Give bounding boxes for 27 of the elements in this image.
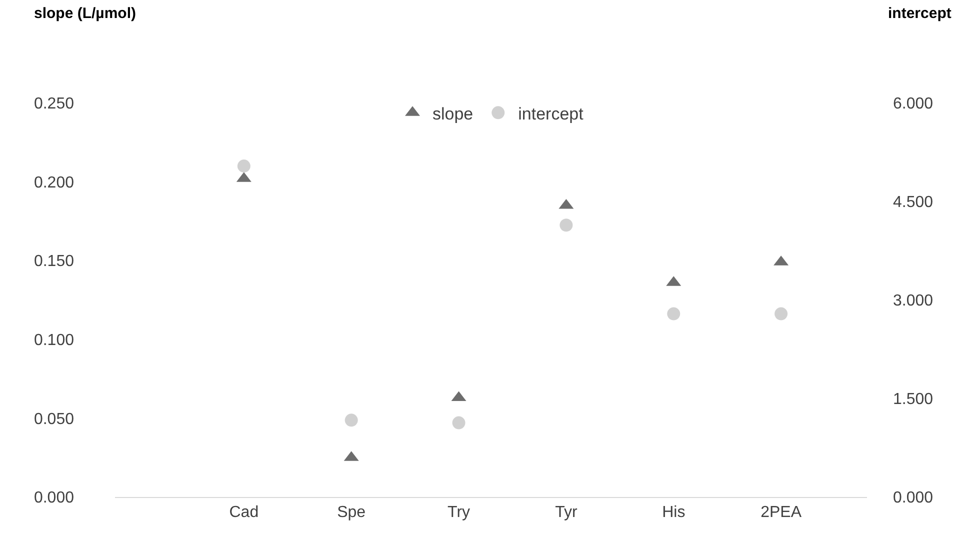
y2-tick-label: 3.000	[893, 292, 934, 310]
y-axis-title: slope (L/µmol)	[34, 5, 136, 22]
x-tick-label: 2PEA	[760, 504, 802, 522]
y-tick-label: 0.150	[34, 253, 74, 270]
y-tick-label: 0.000	[34, 490, 74, 507]
x-tick-label: Cad	[229, 504, 259, 522]
y2-tick-label: 4.500	[893, 194, 934, 212]
y2-tick-label: 0.000	[893, 490, 934, 507]
y-tick-label: 0.100	[34, 332, 74, 349]
x-tick-label: Spe	[337, 504, 366, 522]
y-tick-label: 0.250	[34, 96, 74, 113]
point	[452, 416, 466, 430]
legend-label: slope	[432, 104, 474, 124]
point	[667, 307, 680, 320]
y-tick-label: 0.050	[34, 410, 74, 428]
y2-tick-label: 1.500	[893, 391, 934, 408]
x-tick-label: Try	[448, 504, 470, 522]
y2-tick-label: 6.000	[893, 96, 934, 113]
point	[560, 218, 573, 232]
point	[237, 160, 250, 173]
point	[774, 307, 788, 320]
legend-label: intercept	[518, 104, 584, 124]
y2-axis-title: intercept	[888, 5, 952, 22]
x-tick-label: Tyr	[555, 504, 578, 522]
point	[344, 414, 358, 427]
y-tick-label: 0.200	[34, 174, 74, 192]
x-tick-label: His	[662, 504, 686, 522]
